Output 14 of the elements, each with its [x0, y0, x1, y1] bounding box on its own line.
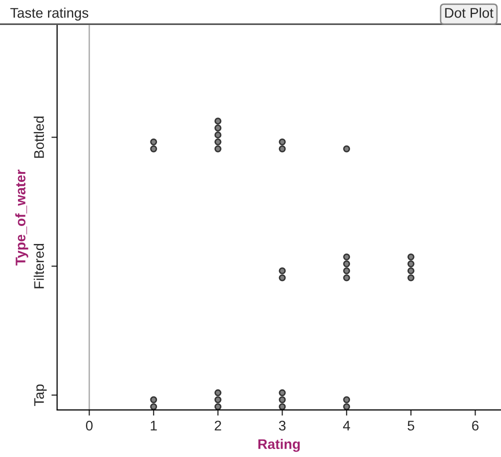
y-tick-label: Tap — [34, 384, 47, 406]
y-tick-label: Bottled — [34, 116, 44, 158]
y-tick-label: Filtered — [34, 244, 44, 288]
x-tick-label: 5 — [408, 420, 414, 431]
x-tick-label: 2 — [214, 420, 222, 430]
x-tick-label: 0 — [86, 420, 93, 431]
x-tick-label: 4 — [343, 420, 350, 430]
text: Dot Plot — [445, 8, 494, 18]
x-tick-label: 1 — [150, 420, 157, 430]
x-tick-label: 6 — [472, 420, 479, 431]
x-tick-label: 3 — [278, 420, 286, 431]
x-axis-title: Rating — [258, 438, 300, 452]
y-axis-title: Type_of_water — [15, 170, 28, 266]
chart-title: Taste ratings — [10, 8, 88, 21]
